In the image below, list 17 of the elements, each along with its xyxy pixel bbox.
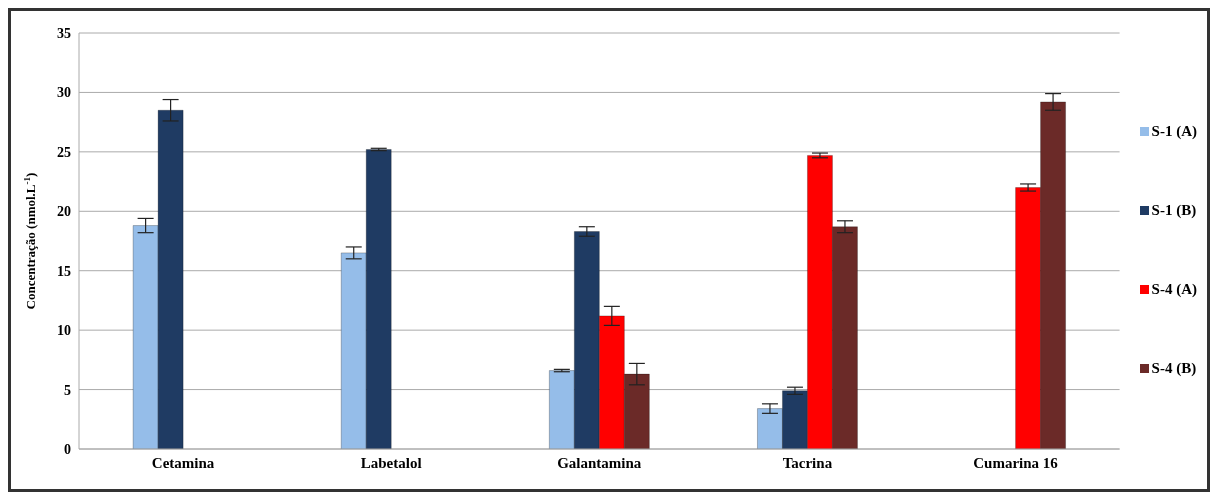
x-tick-label: Cetamina (151, 454, 215, 471)
y-tick-label: 25 (57, 144, 71, 160)
legend-label: S-4 (A) (1151, 281, 1197, 298)
legend-label: S-1 (B) (1151, 202, 1197, 219)
y-tick-label: 10 (57, 323, 71, 339)
y-tick-label: 15 (57, 263, 71, 279)
y-tick-label: 5 (64, 382, 71, 398)
x-tick-label: Tacrina (782, 454, 833, 471)
legend-label: S-1 (A) (1151, 123, 1197, 140)
x-tick-label: Labetalol (360, 454, 422, 471)
x-tick-label: Cumarina 16 (973, 454, 1059, 471)
y-tick-label: 30 (57, 85, 71, 101)
y-tick-label: 20 (57, 204, 71, 220)
legend-label: S-4 (B) (1151, 360, 1197, 377)
x-tick-label: Galantamina (557, 454, 642, 471)
y-tick-label: 35 (57, 25, 71, 41)
y-tick-label: 0 (64, 441, 71, 457)
